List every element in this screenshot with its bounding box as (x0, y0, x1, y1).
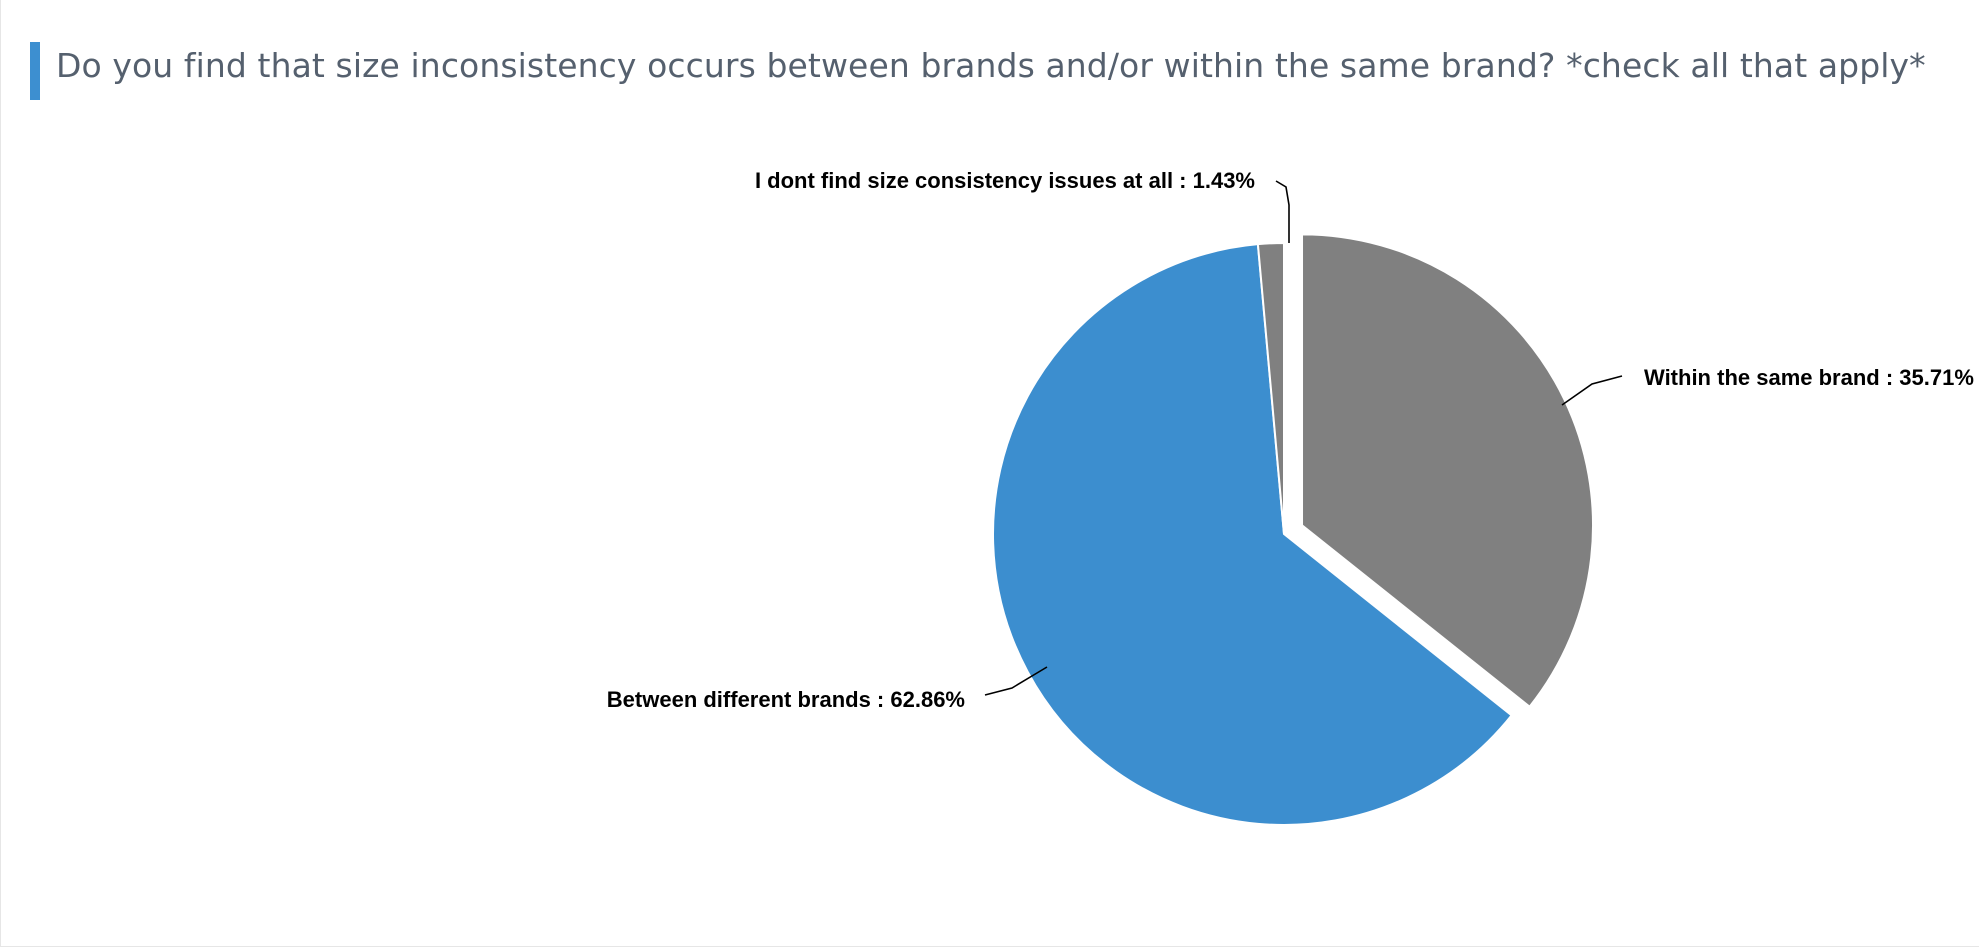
data-label-no-issues: I dont find size consistency issues at a… (755, 168, 1255, 193)
leader-line-within-same-brand (1561, 375, 1623, 406)
leader-line-between-different-brands (984, 666, 1048, 696)
leader-line-no-issues (1275, 180, 1290, 243)
title-accent-bar (30, 42, 40, 100)
data-label-between-different-brands: Between different brands : 62.86% (607, 687, 965, 712)
pie-slice-no-issues (1256, 241, 1285, 535)
data-label-within-same-brand: Within the same brand : 35.71% (1644, 365, 1974, 390)
chart-title: Do you find that size inconsistency occu… (56, 46, 1926, 85)
pie-slice-within-same-brand (1301, 233, 1595, 709)
pie-slice-between-different-brands (992, 243, 1513, 826)
